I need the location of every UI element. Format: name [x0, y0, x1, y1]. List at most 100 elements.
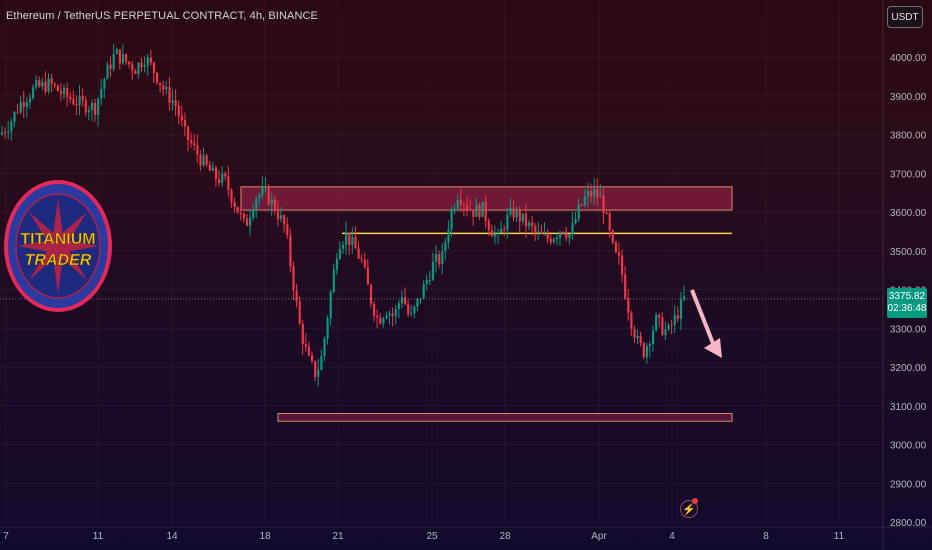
candle-body — [438, 254, 441, 265]
candle-body — [425, 280, 428, 285]
candle-body — [652, 330, 655, 344]
candle-body — [435, 254, 438, 262]
candle-body — [422, 284, 425, 299]
candle-body — [648, 343, 652, 346]
candle-body — [537, 231, 540, 233]
candle-body — [214, 167, 218, 180]
y-tick-label: 3700.00 — [890, 169, 927, 180]
y-tick-label: 3100.00 — [890, 402, 927, 413]
candle-body — [500, 229, 503, 233]
candle-body — [236, 206, 239, 213]
currency-button[interactable]: USDT — [887, 6, 923, 28]
current-price-value: 3375.82 — [888, 291, 926, 302]
candle-body — [94, 102, 97, 116]
candle-body — [16, 111, 19, 113]
candle-body — [112, 53, 115, 69]
candle-body — [590, 191, 593, 197]
candle-body — [221, 173, 224, 183]
candle-body — [289, 235, 292, 266]
titanium-trader-logo: TITANIUM TRADER — [4, 180, 112, 312]
candle-body — [481, 201, 484, 217]
y-tick-label: 3900.00 — [890, 92, 927, 103]
candle-body — [190, 140, 193, 144]
candle-body — [397, 303, 400, 310]
candle-body — [233, 202, 236, 207]
candle-body — [187, 126, 190, 141]
candle-body — [633, 328, 636, 339]
candle-body — [69, 96, 72, 100]
candle-body — [59, 90, 63, 94]
candle-body — [379, 317, 382, 324]
candle-body — [621, 255, 624, 275]
candle-body — [382, 318, 385, 324]
y-tick-label: 3600.00 — [890, 208, 927, 219]
candle-body — [199, 154, 202, 166]
candle-body — [196, 144, 199, 155]
candle-body — [22, 101, 25, 107]
candle-body — [230, 189, 233, 203]
candle-body — [503, 229, 506, 231]
candle-body — [140, 62, 143, 68]
x-tick-label: 7 — [3, 531, 9, 542]
candle-body — [239, 212, 242, 214]
candle-body — [472, 209, 475, 217]
candle-body — [645, 345, 648, 357]
candle-body — [311, 355, 314, 361]
candle-body — [369, 284, 373, 304]
candle-body — [323, 338, 326, 356]
candle-body — [78, 95, 81, 106]
candle-body — [487, 221, 490, 231]
x-tick-label: 21 — [332, 531, 344, 542]
x-tick-label: 11 — [834, 531, 845, 542]
candle-body — [106, 64, 109, 80]
candle-body — [357, 248, 360, 259]
candle-body — [261, 187, 264, 195]
candle-body — [332, 269, 335, 293]
candle-body — [283, 215, 286, 225]
candle-body — [611, 230, 614, 243]
candle-body — [543, 233, 546, 235]
candle-body — [177, 106, 180, 117]
candle-body — [683, 296, 686, 300]
candle-body — [456, 199, 459, 209]
candle-body — [193, 143, 196, 145]
candle-body — [345, 232, 348, 245]
candle-body — [490, 230, 493, 237]
candle-body — [125, 54, 128, 62]
y-tick-label: 2800.00 — [890, 518, 927, 529]
lightning-icon[interactable]: ⚡ — [680, 500, 698, 518]
candle-body — [249, 217, 252, 226]
candle-body — [301, 323, 304, 345]
candle-body — [413, 306, 416, 314]
candle-body — [252, 209, 255, 218]
bar-countdown: 02:36:48 — [887, 303, 927, 314]
candle-body — [528, 222, 531, 227]
candle-body — [180, 116, 183, 121]
candle-body — [571, 223, 574, 235]
candle-body — [227, 176, 230, 190]
candle-body — [617, 252, 621, 256]
y-tick-label: 3000.00 — [890, 441, 927, 452]
candle-body — [636, 335, 639, 339]
candle-body — [497, 232, 500, 234]
candle-body — [202, 155, 205, 166]
candle-body — [559, 231, 562, 238]
candle-body — [627, 298, 630, 313]
candle-body — [602, 195, 605, 213]
candle-body — [329, 292, 332, 319]
candle-body — [534, 226, 537, 232]
y-tick-label: 3800.00 — [890, 131, 927, 142]
candle-body — [385, 315, 388, 319]
candle-body — [605, 212, 608, 214]
candle-body — [351, 236, 354, 246]
candle-body — [211, 167, 214, 171]
candle-body — [466, 205, 469, 210]
candle-body — [593, 188, 596, 197]
candle-body — [354, 236, 357, 249]
candle-body — [81, 95, 84, 101]
candle-body — [109, 64, 112, 69]
candle-body — [373, 303, 376, 316]
candle-body — [317, 370, 320, 377]
candle-body — [156, 72, 159, 83]
